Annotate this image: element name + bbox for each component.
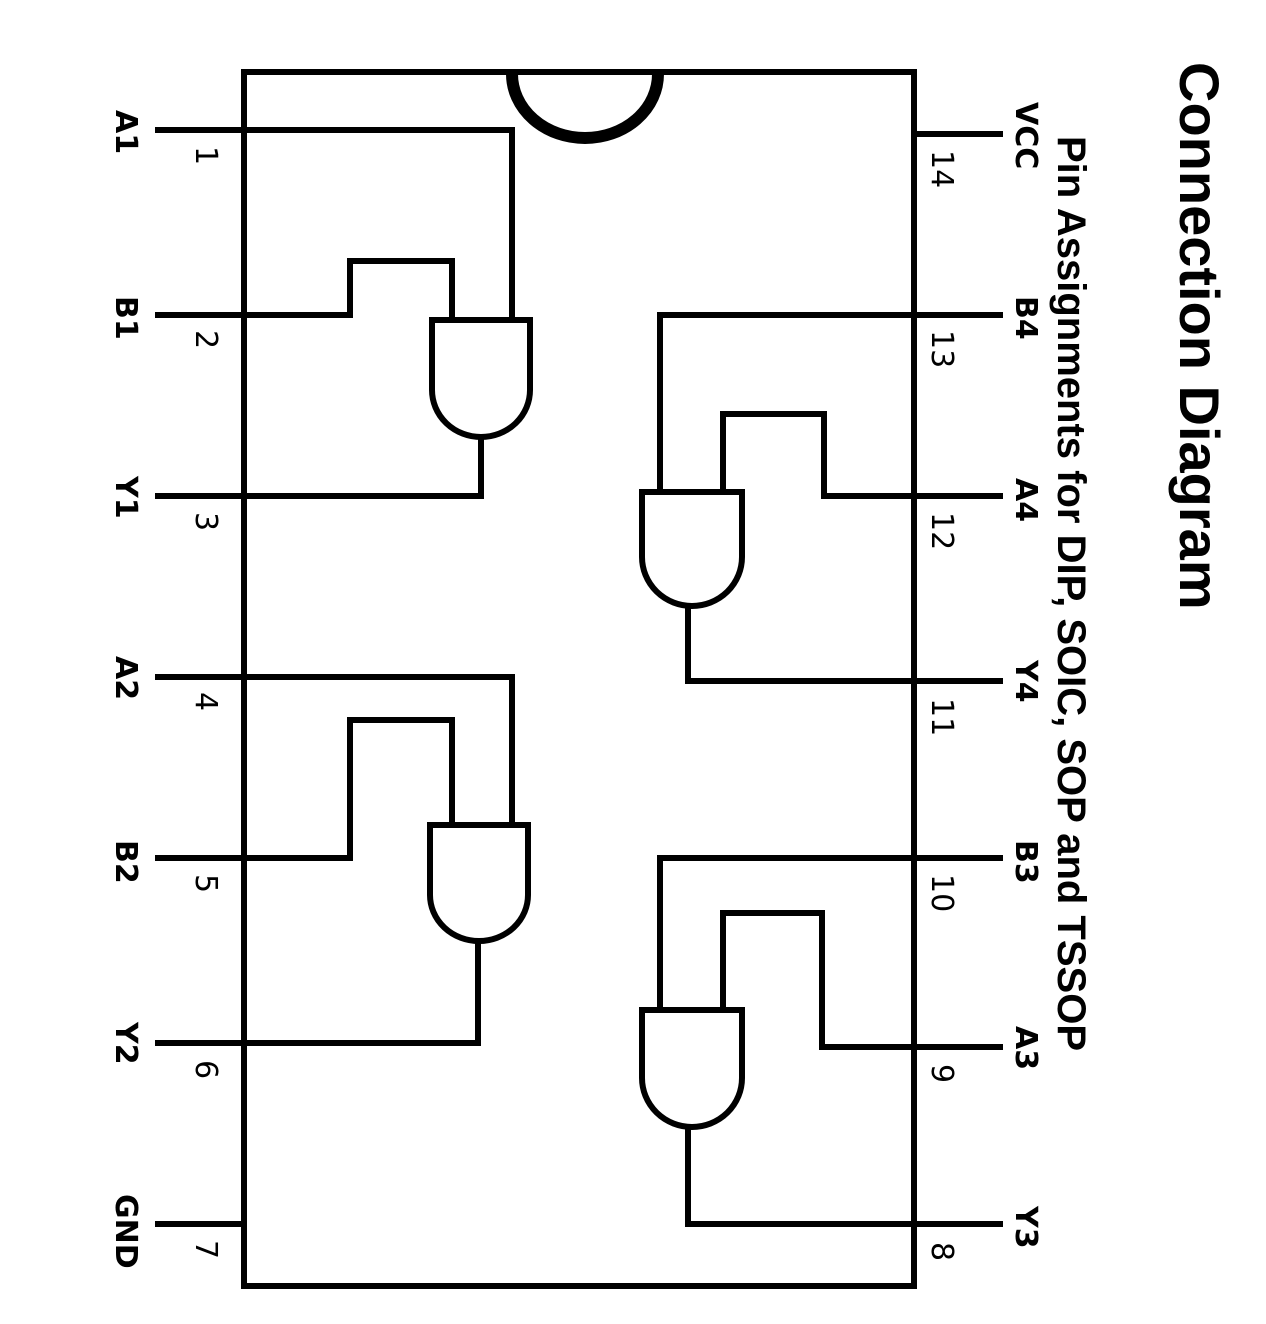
pin-9-number: 9: [924, 1064, 959, 1083]
pin-2-label: B1: [108, 296, 143, 340]
right-pin-labels: VCC 14 B4 13 A4 12 Y4 11 B3 10 A3 9 Y3 8: [924, 102, 1043, 1261]
pin-9-label: A3: [1008, 1026, 1043, 1070]
pin-14-number: 14: [924, 150, 959, 188]
pin-10-number: 10: [924, 874, 959, 912]
pin-1-label: A1: [108, 110, 143, 154]
pin-1-number: 1: [188, 146, 223, 165]
gate-4-wiring: [657, 312, 917, 684]
gate-2-wiring: [241, 674, 515, 1046]
pin-5-label: B2: [108, 840, 143, 884]
pin-8-label: Y3: [1008, 1205, 1043, 1249]
pin-12-label: A4: [1008, 478, 1043, 522]
and-gate-4: [639, 489, 745, 609]
pin-3-label: Y1: [108, 475, 143, 519]
pin-4-label: A2: [108, 656, 143, 700]
diagram-subtitle: Pin Assignments for DIP, SOIC, SOP and T…: [1049, 136, 1093, 1051]
right-pin-stubs: [911, 131, 1003, 1227]
and-gate-2: [427, 822, 531, 944]
diagram-title: Connection Diagram: [1168, 62, 1231, 610]
pin-7-label: GND: [108, 1194, 143, 1269]
and-gate-3: [639, 1007, 745, 1130]
pin-4-number: 4: [188, 692, 223, 711]
left-pin-labels: A1 1 B1 2 Y1 3 A2 4 B2 5 Y2 6 GND 7: [108, 110, 223, 1269]
and-gate-1: [429, 317, 533, 440]
pin-6-number: 6: [188, 1060, 223, 1079]
pin-2-number: 2: [188, 330, 223, 349]
left-pin-stubs: [155, 127, 247, 1227]
pin-14-label: VCC: [1008, 102, 1043, 169]
pin-11-label: Y4: [1008, 659, 1043, 703]
pin-10-label: B3: [1008, 840, 1043, 884]
pin-12-number: 12: [924, 512, 959, 550]
pin-8-number: 8: [924, 1242, 959, 1261]
ic-notch: [506, 73, 664, 144]
gate-3-wiring: [657, 855, 917, 1227]
pin-3-number: 3: [188, 512, 223, 531]
pin-5-number: 5: [188, 874, 223, 893]
pin-6-label: Y2: [108, 1021, 143, 1065]
pin-13-label: B4: [1008, 296, 1043, 340]
pin-11-number: 11: [924, 698, 959, 736]
pin-7-number: 7: [188, 1240, 223, 1259]
pin-13-number: 13: [924, 330, 959, 368]
gate-1-wiring: [241, 127, 515, 499]
